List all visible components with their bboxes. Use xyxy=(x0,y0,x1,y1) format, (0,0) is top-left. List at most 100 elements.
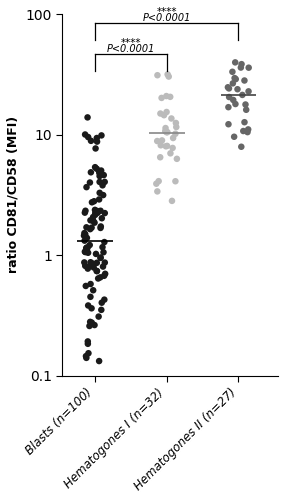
Point xyxy=(84,282,88,290)
Point xyxy=(174,119,178,127)
Point xyxy=(99,166,103,174)
Point xyxy=(97,357,101,365)
Point xyxy=(226,84,230,92)
Point xyxy=(99,298,104,306)
Point xyxy=(158,110,163,118)
Point xyxy=(86,338,90,345)
Point xyxy=(89,261,93,269)
Point xyxy=(82,229,87,237)
Point xyxy=(84,354,89,362)
Point xyxy=(88,216,93,224)
Point xyxy=(97,189,102,197)
Point xyxy=(94,250,98,258)
Point xyxy=(85,234,89,242)
Point xyxy=(98,207,103,215)
Point xyxy=(173,130,178,138)
Point xyxy=(170,197,174,205)
Point xyxy=(89,137,93,145)
Point xyxy=(96,312,101,320)
Point xyxy=(168,93,172,101)
Point xyxy=(85,244,89,252)
Point xyxy=(232,133,237,141)
Point xyxy=(170,144,175,152)
Point xyxy=(97,196,101,203)
Point xyxy=(235,85,240,93)
Point xyxy=(98,254,103,262)
Point xyxy=(247,64,251,72)
Point xyxy=(243,100,248,108)
Point xyxy=(101,171,106,179)
Point xyxy=(86,349,91,357)
Point xyxy=(163,127,168,135)
Point xyxy=(95,165,99,173)
Point xyxy=(91,213,95,221)
Point xyxy=(102,272,106,280)
Point xyxy=(92,218,97,226)
Point xyxy=(103,258,107,266)
Point xyxy=(231,96,235,104)
Point xyxy=(88,258,93,266)
Point xyxy=(93,206,97,214)
Point xyxy=(164,142,168,150)
Point xyxy=(85,244,89,252)
Point xyxy=(95,267,99,275)
Point xyxy=(242,118,247,126)
Point xyxy=(165,142,169,150)
Point xyxy=(166,72,171,80)
Point xyxy=(83,248,87,256)
Point xyxy=(158,142,163,150)
Point xyxy=(99,214,104,222)
Point xyxy=(93,163,97,171)
Point xyxy=(233,75,238,83)
Point xyxy=(83,208,87,216)
Point xyxy=(86,264,90,272)
Point xyxy=(86,302,90,310)
Point xyxy=(239,60,244,68)
Point xyxy=(160,136,164,144)
Point xyxy=(168,150,173,158)
Point xyxy=(96,274,100,282)
Point xyxy=(169,114,174,122)
Point xyxy=(232,74,237,82)
Point xyxy=(173,177,178,185)
Point xyxy=(95,209,100,217)
Point xyxy=(98,254,103,262)
Point xyxy=(86,249,90,257)
Y-axis label: ratio CD81/CD58 (MFI): ratio CD81/CD58 (MFI) xyxy=(7,116,20,274)
Point xyxy=(242,76,247,84)
Point xyxy=(99,306,103,314)
Point xyxy=(165,70,170,78)
Point xyxy=(239,64,243,72)
Text: P<0.0001: P<0.0001 xyxy=(106,44,155,54)
Point xyxy=(156,177,161,185)
Point xyxy=(83,230,87,238)
Point xyxy=(86,133,90,141)
Point xyxy=(87,241,92,249)
Point xyxy=(100,243,105,251)
Point xyxy=(84,352,88,360)
Point xyxy=(84,244,88,252)
Point xyxy=(230,68,235,76)
Point xyxy=(93,144,98,152)
Point xyxy=(102,296,107,304)
Point xyxy=(165,128,170,136)
Point xyxy=(100,182,105,190)
Point xyxy=(92,198,96,205)
Point xyxy=(91,286,95,294)
Point xyxy=(227,84,231,92)
Point xyxy=(88,178,92,186)
Point xyxy=(99,222,103,230)
Point xyxy=(175,155,179,163)
Point xyxy=(97,168,101,176)
Point xyxy=(88,293,93,301)
Point xyxy=(246,88,251,96)
Point xyxy=(241,127,246,135)
Point xyxy=(86,340,90,348)
Point xyxy=(82,236,87,244)
Point xyxy=(101,248,106,256)
Point xyxy=(83,262,87,270)
Text: ****: **** xyxy=(120,38,141,48)
Point xyxy=(95,134,99,142)
Point xyxy=(93,211,97,219)
Point xyxy=(94,267,99,275)
